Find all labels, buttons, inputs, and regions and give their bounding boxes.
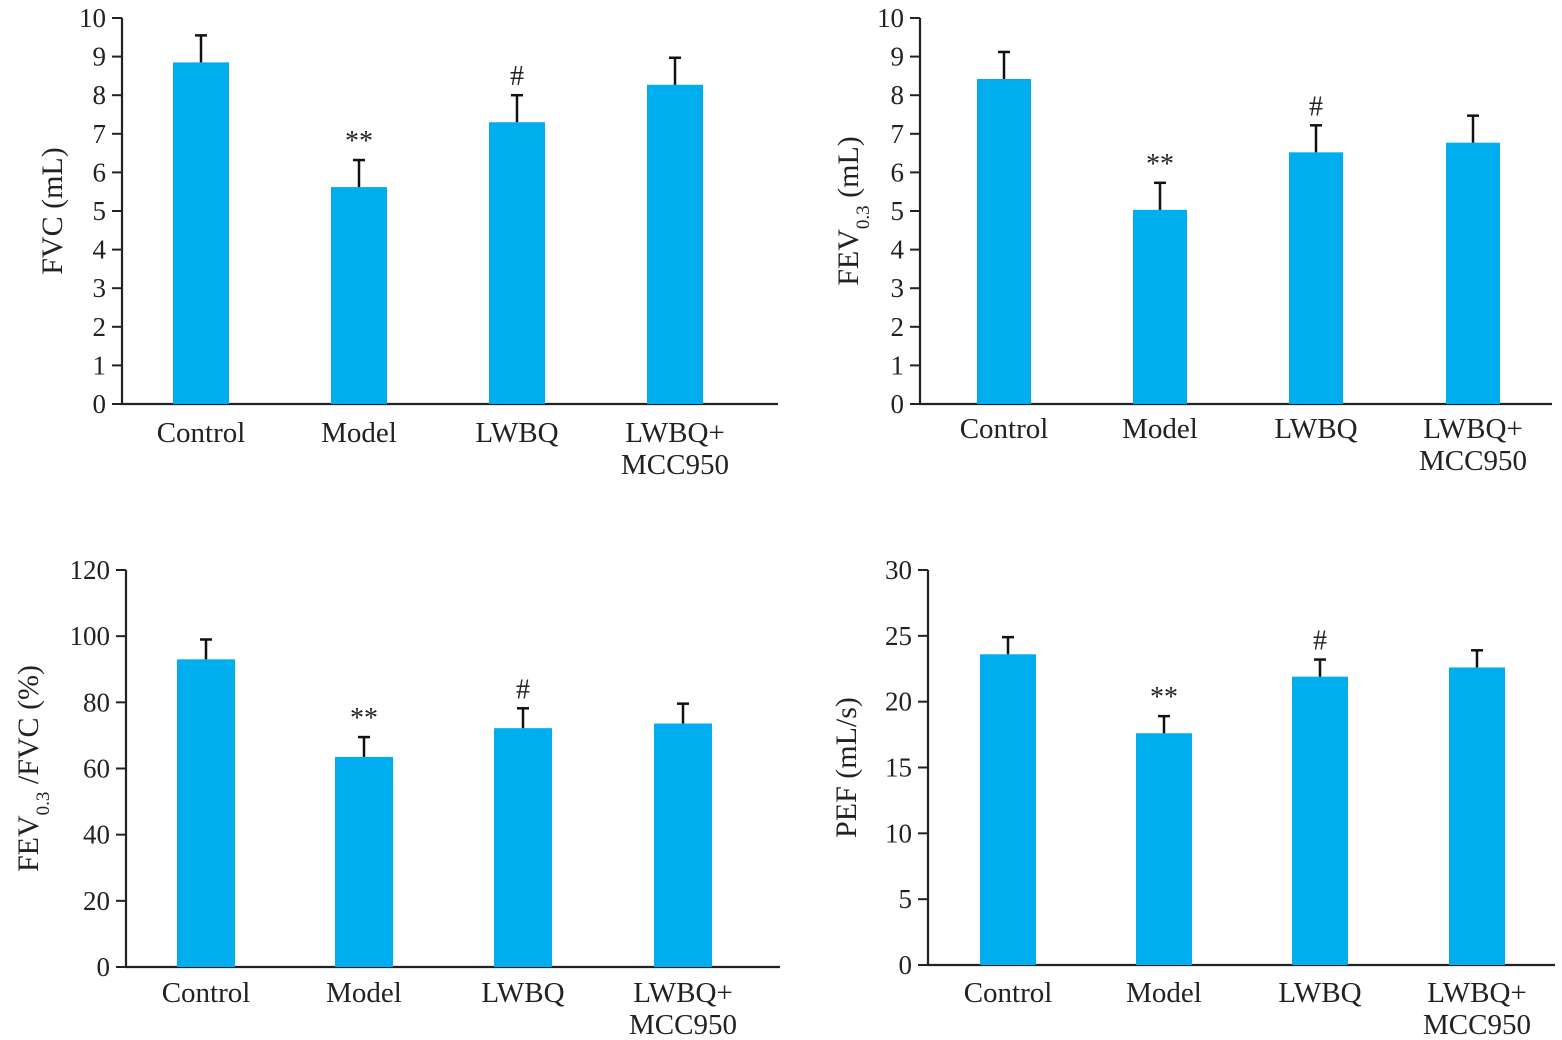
panel-pef: 0 5 10 15 20 25 30 Control ** Model # LWBQ LWBQ+ MCC9… xyxy=(830,555,1555,1040)
significance-mark: ** xyxy=(1150,682,1178,713)
y-tick-label: 120 xyxy=(70,555,111,585)
significance-mark: # xyxy=(516,674,530,705)
significance-mark: # xyxy=(1309,91,1323,122)
y-tick-label: 0 xyxy=(97,952,111,982)
x-tick-label: LWBQ+ MCC950 xyxy=(621,417,729,481)
y-tick-label: 10 xyxy=(79,3,106,33)
bar xyxy=(494,728,552,967)
y-tick-label: 40 xyxy=(83,820,110,850)
x-tick-label: Control xyxy=(964,977,1053,1009)
y-tick-label: 20 xyxy=(885,687,912,717)
bar xyxy=(335,756,393,967)
bar xyxy=(1133,209,1187,404)
bar xyxy=(1136,733,1192,965)
panel-fev03: 0 1 2 3 4 5 6 7 8 9 10 Control ** Model # LWBQ LWBQ+ MCC9… xyxy=(832,3,1552,477)
bar xyxy=(647,84,703,404)
x-tick-label: LWBQ xyxy=(1278,977,1361,1009)
y-tick-label: 2 xyxy=(93,312,107,342)
x-tick-label: Model xyxy=(1126,977,1202,1009)
bar xyxy=(1289,152,1343,404)
x-tick-label: LWBQ+ MCC950 xyxy=(1423,977,1531,1040)
y-tick-label: 1 xyxy=(93,350,107,380)
bar xyxy=(977,78,1031,404)
y-tick-label: 2 xyxy=(891,312,905,342)
x-tick-label: LWBQ xyxy=(481,977,564,1009)
panel-fvc: 0 1 2 3 4 5 6 7 8 9 10 Control ** Model # LWBQ LWBQ+ MCC9… xyxy=(36,3,778,481)
y-tick-label: 0 xyxy=(891,389,905,419)
bar xyxy=(331,187,387,404)
y-tick-label: 80 xyxy=(83,687,110,717)
y-tick-label: 3 xyxy=(891,273,905,303)
y-tick-label: 15 xyxy=(885,753,912,783)
y-tick-label: 7 xyxy=(891,119,905,149)
bar xyxy=(173,62,229,404)
y-tick-label: 0 xyxy=(899,950,913,980)
y-tick-label: 10 xyxy=(877,3,904,33)
x-tick-label: Control xyxy=(960,413,1049,445)
y-tick-label: 10 xyxy=(885,818,912,848)
x-tick-label: Model xyxy=(326,977,402,1009)
bar xyxy=(654,723,712,967)
y-tick-label: 5 xyxy=(899,884,913,914)
x-tick-label: Model xyxy=(1122,413,1198,445)
y-tick-label: 60 xyxy=(83,754,110,784)
y-axis-title: FEV0.3 (mL) xyxy=(832,136,874,286)
x-tick-label: LWBQ xyxy=(1274,413,1357,445)
x-tick-label: Control xyxy=(162,977,251,1009)
significance-mark: ** xyxy=(1146,149,1174,180)
y-axis-title: FVC (mL) xyxy=(36,147,69,275)
x-tick-label: LWBQ+ MCC950 xyxy=(629,977,737,1040)
x-tick-label: Control xyxy=(157,417,246,449)
y-tick-label: 5 xyxy=(93,196,107,226)
y-tick-label: 8 xyxy=(891,80,905,110)
y-tick-label: 0 xyxy=(93,389,107,419)
significance-mark: # xyxy=(1313,626,1327,657)
bar xyxy=(489,122,545,404)
x-tick-label: LWBQ+ MCC950 xyxy=(1419,413,1527,477)
y-tick-label: 3 xyxy=(93,273,107,303)
y-tick-label: 5 xyxy=(891,196,905,226)
y-axis-title: PEF (mL/s) xyxy=(830,697,863,838)
bar xyxy=(980,654,1036,965)
y-tick-label: 100 xyxy=(70,621,111,651)
y-tick-label: 9 xyxy=(891,42,905,72)
y-tick-label: 6 xyxy=(93,157,107,187)
y-tick-label: 4 xyxy=(93,235,107,265)
y-tick-label: 8 xyxy=(93,80,107,110)
significance-mark: # xyxy=(510,61,524,92)
x-tick-label: LWBQ xyxy=(475,417,558,449)
y-tick-label: 1 xyxy=(891,350,905,380)
y-tick-label: 4 xyxy=(891,235,905,265)
bar xyxy=(177,659,235,967)
y-tick-label: 7 xyxy=(93,119,107,149)
y-axis-title: FEV0.3 /FVC (%) xyxy=(12,665,54,872)
bar xyxy=(1292,676,1348,965)
significance-mark: ** xyxy=(350,703,378,734)
x-tick-label: Model xyxy=(321,417,397,449)
significance-mark: ** xyxy=(345,126,373,157)
y-tick-label: 6 xyxy=(891,157,905,187)
y-tick-label: 30 xyxy=(885,555,912,585)
bar xyxy=(1446,142,1500,405)
y-tick-label: 20 xyxy=(83,886,110,916)
y-tick-label: 25 xyxy=(885,621,912,651)
panel-fev03-fvc-ratio: 0 20 40 60 80 100 120 Control ** Model # LWBQ LWBQ+ M… xyxy=(12,555,780,1040)
y-tick-label: 9 xyxy=(93,42,107,72)
bar xyxy=(1449,667,1505,965)
